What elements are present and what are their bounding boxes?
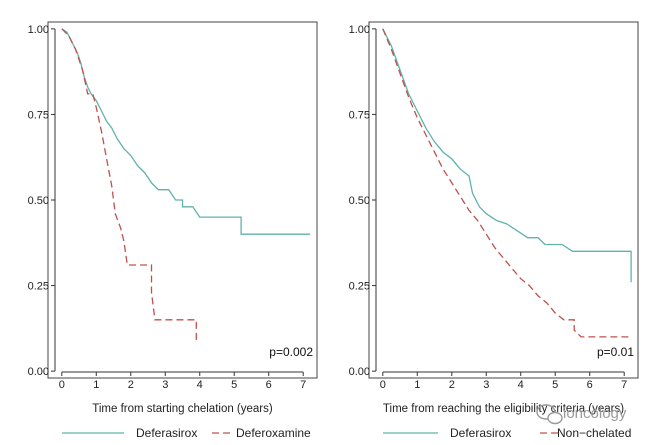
wechat-bubble-icon (536, 404, 563, 425)
x-tick-label: 1 (414, 379, 420, 391)
x-axis-title: Time from starting chelation (years) (92, 403, 273, 415)
x-tick-label: 5 (231, 379, 237, 391)
y-tick-label: 1.00 (349, 24, 370, 36)
x-tick-label: 7 (300, 379, 306, 391)
x-tick-label: 6 (266, 379, 272, 391)
right-survival-chart: 0.00 0.25 0.50 0.75 1.00 0 1 2 3 4 5 6 7 Time from re… (349, 21, 639, 415)
left-legend: Deferasirox Deferoxamine (62, 426, 311, 440)
series-line-deferasirox (382, 28, 632, 283)
x-tick-label: 0 (380, 379, 386, 391)
plot-frame (47, 21, 318, 379)
x-tick-label: 3 (483, 379, 489, 391)
legend-label: Non−chelated (557, 426, 631, 440)
x-tick-label: 7 (621, 379, 627, 391)
y-tick-label: 1.00 (28, 24, 49, 36)
legend-label: Deferoxamine (236, 426, 311, 440)
x-tick-label: 2 (449, 379, 455, 391)
legend-label: Deferasirox (136, 426, 197, 440)
x-axis-title: Time from reaching the eligibility crite… (383, 403, 624, 415)
plot-frame (368, 21, 639, 379)
left-survival-chart: 0.00 0.25 0.50 0.75 1.00 0 1 2 3 4 5 6 7 Time from st… (28, 21, 318, 415)
y-tick-label: 0.75 (349, 109, 370, 121)
series-line-comparator (382, 28, 632, 338)
y-tick-label: 0.50 (349, 195, 370, 207)
legend-label: Deferasirox (450, 426, 511, 440)
right-legend: Deferasirox Non−chelated (383, 426, 631, 440)
series-line-deferasirox (61, 28, 311, 235)
x-tick-label: 6 (587, 379, 593, 391)
x-tick-label: 1 (93, 379, 99, 391)
watermark: ioncology (536, 404, 627, 425)
y-tick-label: 0.50 (28, 195, 49, 207)
y-tick-label: 0.00 (28, 366, 49, 378)
series-line-comparator (61, 28, 197, 344)
x-tick-label: 3 (162, 379, 168, 391)
x-tick-label: 4 (518, 379, 524, 391)
x-tick-label: 2 (128, 379, 134, 391)
p-value-annotation: p=0.002 (269, 345, 313, 359)
y-tick-label: 0.25 (28, 281, 49, 293)
watermark-text: ioncology (563, 405, 627, 422)
x-tick-label: 5 (552, 379, 558, 391)
y-tick-label: 0.25 (349, 281, 370, 293)
y-tick-label: 0.00 (349, 366, 370, 378)
y-tick-label: 0.75 (28, 109, 49, 121)
x-tick-label: 4 (197, 379, 203, 391)
p-value-annotation: p=0.01 (597, 345, 634, 359)
x-tick-label: 0 (59, 379, 65, 391)
